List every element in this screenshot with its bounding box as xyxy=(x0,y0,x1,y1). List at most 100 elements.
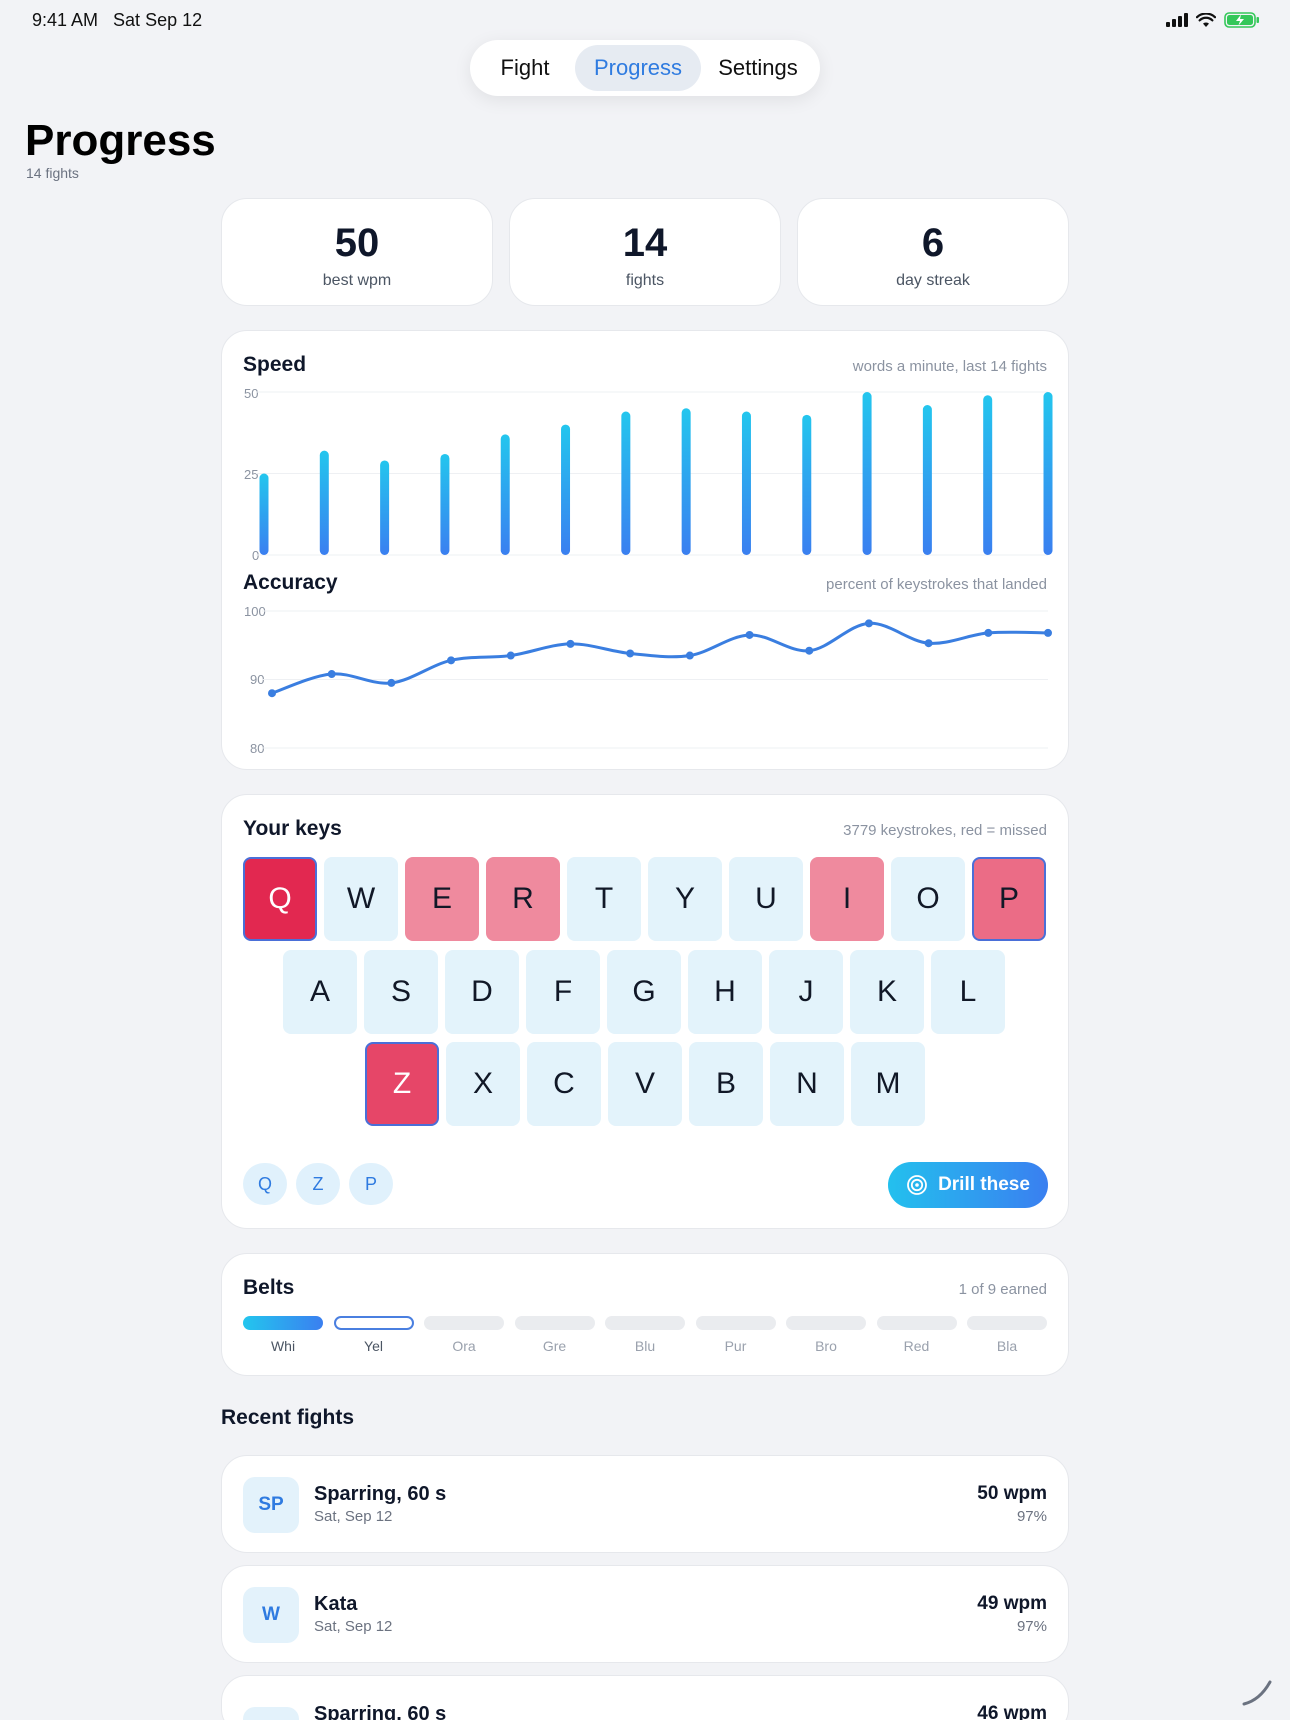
tab-progress[interactable]: Progress xyxy=(575,45,701,91)
top-tab-bar: Fight Progress Settings xyxy=(470,40,820,96)
battery-charging-icon xyxy=(1224,12,1259,28)
tab-settings[interactable]: Settings xyxy=(718,55,798,80)
belt-label: Red xyxy=(903,1338,930,1354)
cellular-signal-icon xyxy=(1166,13,1188,27)
key-i: I xyxy=(810,857,884,941)
fight-date: Sat, Sep 12 xyxy=(314,1508,393,1525)
key-q: Q xyxy=(243,857,317,941)
belt-bar-pur xyxy=(695,1316,776,1330)
fight-title: Sparring, 60 s xyxy=(314,1483,447,1505)
key-u: U xyxy=(729,857,803,941)
belts-note: 1 of 9 earned xyxy=(958,1281,1047,1298)
key-j: J xyxy=(769,950,843,1034)
belts-title: Belts xyxy=(243,1276,295,1299)
belt-label: Blu xyxy=(634,1338,656,1354)
fight-wpm: 49 wpm xyxy=(977,1593,1047,1614)
key-m: M xyxy=(851,1042,925,1126)
fight-title: Kata xyxy=(314,1593,358,1615)
fight-accuracy: 97% xyxy=(1016,1618,1047,1635)
key-b: B xyxy=(689,1042,763,1126)
fight-row[interactable]: SP Sparring, 60 s 46 wpm xyxy=(221,1675,1069,1720)
status-time: 9:41 AM Sat Sep 12 xyxy=(32,10,203,30)
belt-bar-yel xyxy=(333,1316,414,1330)
fight-row[interactable]: SP Sparring, 60 s Sat, Sep 12 50 wpm 97% xyxy=(221,1455,1069,1553)
key-o: O xyxy=(891,857,965,941)
key-s: S xyxy=(364,950,438,1034)
page-subtitle: 14 fights xyxy=(26,165,79,181)
target-icon xyxy=(907,1175,927,1195)
fight-wpm: 46 wpm xyxy=(977,1703,1047,1720)
key-l: L xyxy=(931,950,1005,1034)
stat-card-fights: 14 fights xyxy=(509,198,781,306)
belt-label: Gre xyxy=(542,1338,567,1354)
weak-key-chip[interactable]: Z xyxy=(296,1163,340,1205)
key-z: Z xyxy=(365,1042,439,1126)
stat-value: 6 xyxy=(921,221,945,265)
key-e: E xyxy=(405,857,479,941)
charts-card xyxy=(221,330,1069,770)
belt-label: Whi xyxy=(270,1338,296,1354)
fight-mode-badge: W xyxy=(243,1587,299,1643)
accuracy-chart-note: percent of keystrokes that landed xyxy=(826,576,1047,593)
key-r: R xyxy=(486,857,560,941)
belt-label: Pur xyxy=(724,1338,747,1354)
page-title: Progress xyxy=(25,116,216,165)
belt-bar-whi xyxy=(243,1316,323,1330)
belt-bar-gre xyxy=(514,1316,595,1330)
key-x: X xyxy=(446,1042,520,1126)
key-c: C xyxy=(527,1042,601,1126)
key-t: T xyxy=(567,857,641,941)
stat-label: best wpm xyxy=(322,272,392,289)
stat-value: 14 xyxy=(622,221,668,265)
stat-label: fights xyxy=(625,272,665,289)
belt-bar-bro xyxy=(786,1316,866,1330)
speed-tick-label: 50 xyxy=(244,386,259,401)
drill-these-button[interactable]: Drill these xyxy=(888,1162,1048,1208)
keys-title: Your keys xyxy=(243,817,342,840)
key-v: V xyxy=(608,1042,682,1126)
key-a: A xyxy=(283,950,357,1034)
key-n: N xyxy=(770,1042,844,1126)
key-k: K xyxy=(850,950,924,1034)
accuracy-tick-label: 90 xyxy=(250,672,265,687)
accuracy-chart-title: Accuracy xyxy=(243,571,338,594)
weak-key-chip[interactable]: Q xyxy=(243,1163,287,1205)
belt-bar-red xyxy=(876,1316,957,1330)
drill-these-label: Drill these xyxy=(938,1174,1030,1195)
wifi-icon xyxy=(1196,12,1216,27)
belt-label: Bro xyxy=(815,1338,837,1354)
accuracy-tick-label: 80 xyxy=(250,741,265,756)
accuracy-tick-label: 100 xyxy=(244,604,266,619)
belt-label: Bla xyxy=(996,1338,1018,1354)
recent-fights-title: Recent fights xyxy=(221,1406,355,1429)
key-g: G xyxy=(607,950,681,1034)
speed-chart-title: Speed xyxy=(243,353,307,376)
belt-bar-blu xyxy=(605,1316,685,1330)
belt-label: Yel xyxy=(364,1338,383,1354)
belt-bar-ora xyxy=(424,1316,504,1330)
key-p: P xyxy=(972,857,1046,941)
key-w: W xyxy=(324,857,398,941)
stat-card-best-wpm: 50 best wpm xyxy=(221,198,493,306)
keys-note: 3779 keystrokes, red = missed xyxy=(843,822,1047,839)
key-f: F xyxy=(526,950,600,1034)
fight-row[interactable]: W Kata Sat, Sep 12 49 wpm 97% xyxy=(221,1565,1069,1663)
weak-key-chip[interactable]: P xyxy=(349,1163,393,1205)
key-h: H xyxy=(688,950,762,1034)
fight-mode-badge: SP xyxy=(243,1477,299,1533)
tab-fight[interactable]: Fight xyxy=(500,55,550,80)
fight-title: Sparring, 60 s xyxy=(314,1703,447,1720)
fight-date: Sat, Sep 12 xyxy=(314,1618,393,1635)
speed-tick-label: 25 xyxy=(244,467,259,482)
status-bar: 9:41 AM Sat Sep 12 xyxy=(0,0,1290,42)
fight-wpm: 50 wpm xyxy=(977,1483,1047,1504)
belts-card xyxy=(221,1253,1069,1376)
stat-card-day-streak: 6 day streak xyxy=(797,198,1069,306)
speed-chart-note: words a minute, last 14 fights xyxy=(852,358,1047,375)
pencil-hover-indicator xyxy=(1242,1680,1272,1706)
fight-accuracy: 97% xyxy=(1016,1508,1047,1525)
stat-value: 50 xyxy=(334,221,380,265)
stat-label: day streak xyxy=(896,272,970,289)
belt-bar-bla xyxy=(967,1316,1047,1330)
belt-label: Ora xyxy=(452,1338,476,1354)
